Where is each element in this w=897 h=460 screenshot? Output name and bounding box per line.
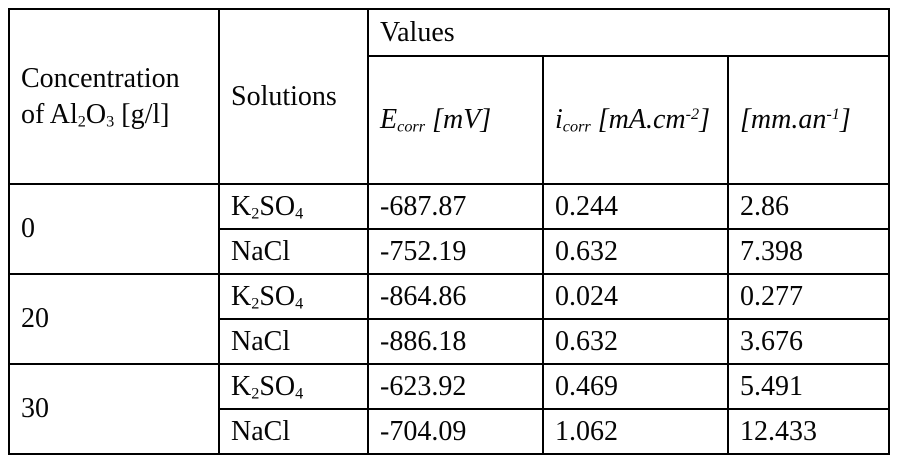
- corrosion-rate-cell: 0.277: [726, 273, 891, 320]
- table-header-row-units: Ecorr [mV] icorr [mA.cm-2] [mm.an-1]: [9, 55, 891, 185]
- concentration-header-cell: Concentration of Al2O3 [g/l]: [8, 8, 220, 185]
- icorr-cell: 0.244: [542, 183, 729, 230]
- icorr-cell: 0.024: [542, 273, 729, 320]
- ecorr-cell: -623.92: [367, 363, 544, 410]
- solution-cell: K2SO4: [218, 183, 369, 230]
- corrosion-rate-cell: 12.433: [726, 408, 891, 455]
- table-row: NaCl -752.19 0.632 7.398: [9, 228, 891, 275]
- concentration-header-line2: of Al2O3 [g/l]: [21, 98, 170, 131]
- values-group-label: Values: [380, 16, 455, 48]
- corrosion-results-table: Concentration of Al2O3 [g/l] Solutions V…: [8, 8, 891, 455]
- icorr-cell: 0.469: [542, 363, 729, 410]
- table-row: 20 K2SO4 -864.86 0.024 0.277: [8, 273, 891, 365]
- ecorr-header-cell: Ecorr [mV]: [367, 55, 544, 185]
- solutions-header-label: Solutions: [231, 80, 337, 112]
- solution-cell: K2SO4: [218, 363, 369, 410]
- solution-cell: NaCl: [218, 228, 369, 275]
- corrosion-rate-header-cell: [mm.an-1]: [726, 55, 891, 185]
- concentration-header-line1: Concentration: [21, 62, 180, 94]
- corrosion-rate-cell: 5.491: [726, 363, 891, 410]
- concentration-cell: 30: [8, 363, 220, 455]
- values-group-header-cell: Values: [366, 8, 891, 57]
- ecorr-cell: -704.09: [367, 408, 544, 455]
- table-row: 30 K2SO4 -623.92 0.469 5.491: [8, 363, 891, 455]
- solution-cell: NaCl: [218, 408, 369, 455]
- corrosion-rate-cell: 7.398: [726, 228, 891, 275]
- corrosion-rate-cell: 3.676: [726, 318, 891, 365]
- icorr-cell: 1.062: [542, 408, 729, 455]
- solutions-header-cell: Solutions: [218, 8, 369, 185]
- concentration-cell: 20: [8, 273, 220, 365]
- table-row: 0 K2SO4 -687.87 0.244 2.86: [8, 183, 891, 275]
- ecorr-cell: -864.86: [367, 273, 544, 320]
- icorr-cell: 0.632: [542, 228, 729, 275]
- ecorr-cell: -752.19: [367, 228, 544, 275]
- table-header-row-values: Concentration of Al2O3 [g/l] Solutions V…: [8, 8, 891, 185]
- icorr-cell: 0.632: [542, 318, 729, 365]
- ecorr-cell: -687.87: [367, 183, 544, 230]
- ecorr-cell: -886.18: [367, 318, 544, 365]
- solution-cell: K2SO4: [218, 273, 369, 320]
- concentration-cell: 0: [8, 183, 220, 275]
- icorr-header-cell: icorr [mA.cm-2]: [542, 55, 729, 185]
- table-row: NaCl -704.09 1.062 12.433: [9, 408, 891, 455]
- table-row: NaCl -886.18 0.632 3.676: [9, 318, 891, 365]
- corrosion-rate-cell: 2.86: [726, 183, 891, 230]
- solution-cell: NaCl: [218, 318, 369, 365]
